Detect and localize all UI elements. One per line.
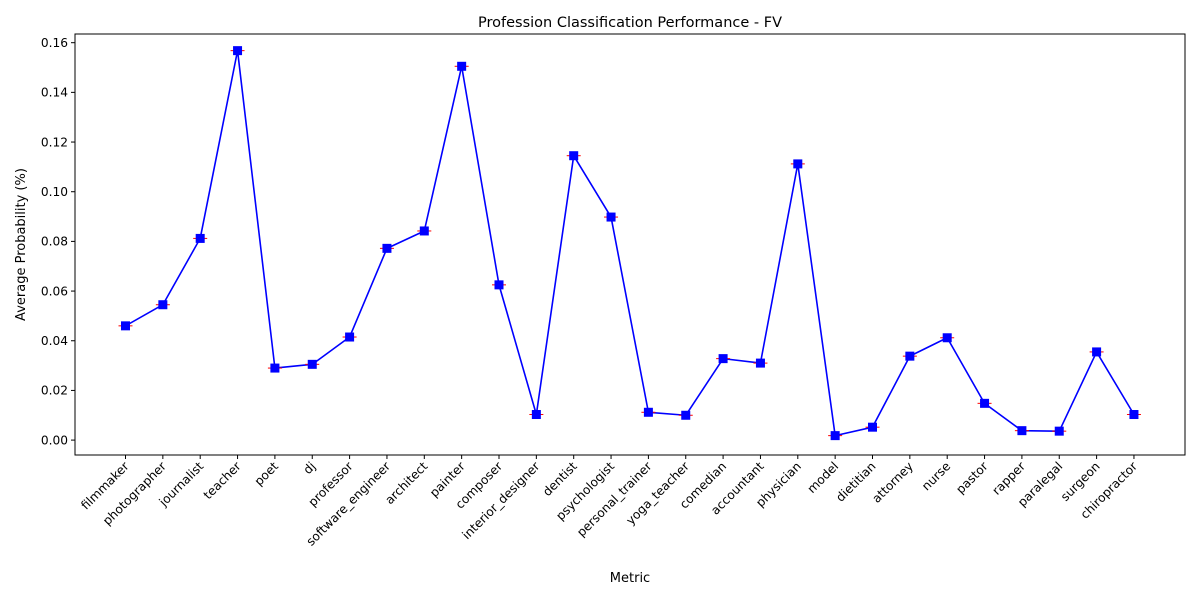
data-point xyxy=(195,233,205,243)
data-point xyxy=(121,321,130,331)
data-point xyxy=(569,151,579,161)
y-tick-label: 0.08 xyxy=(41,235,68,249)
x-tick-label: poet xyxy=(252,459,281,488)
y-tick-label: 0.16 xyxy=(41,36,68,50)
x-tick-label: teacher xyxy=(201,459,245,503)
chart-title: Profession Classification Performance - … xyxy=(478,15,782,31)
x-tick-label: dj xyxy=(301,459,319,477)
data-point xyxy=(531,410,541,420)
x-axis-label: Metric xyxy=(610,571,650,586)
data-point xyxy=(494,280,504,290)
data-point xyxy=(830,431,840,441)
data-point xyxy=(905,351,915,361)
y-tick-label: 0.06 xyxy=(41,284,68,298)
data-point xyxy=(868,422,877,432)
x-tick-label: model xyxy=(805,459,842,496)
x-tick-label: attorney xyxy=(870,459,916,505)
data-point xyxy=(419,226,429,236)
data-point xyxy=(606,212,616,222)
data-point xyxy=(1054,426,1064,436)
y-tick-label: 0.04 xyxy=(41,334,68,348)
y-tick-label: 0.14 xyxy=(41,86,68,100)
data-point xyxy=(457,61,467,71)
data-point xyxy=(307,359,317,369)
y-tick-label: 0.00 xyxy=(41,433,68,447)
x-tick-label: nurse xyxy=(919,459,953,493)
data-point xyxy=(1092,347,1102,357)
data-point xyxy=(158,300,168,310)
data-point xyxy=(345,332,355,342)
data-point xyxy=(681,410,691,420)
data-point xyxy=(793,159,803,169)
data-point xyxy=(980,398,990,408)
data-point xyxy=(1017,426,1027,436)
plot-area xyxy=(118,46,1141,441)
data-point xyxy=(942,333,952,343)
data-point xyxy=(1129,410,1139,420)
x-tick-label: photographer xyxy=(100,459,170,529)
y-tick-label: 0.10 xyxy=(41,185,68,199)
y-tick-label: 0.12 xyxy=(41,135,68,149)
data-point xyxy=(718,354,728,364)
data-point xyxy=(270,363,280,373)
data-point xyxy=(755,358,765,368)
series-line xyxy=(125,49,1135,437)
x-tick-label: pastor xyxy=(953,459,991,497)
y-axis: 0.00 0.02 0.04 0.06 0.08 0.10 0.12 0.14 0.16 xyxy=(41,36,75,447)
plot-frame xyxy=(74,33,1186,456)
y-axis-label: Average Probability (%) xyxy=(14,168,29,321)
data-point xyxy=(233,46,243,56)
data-point xyxy=(382,243,392,253)
data-point xyxy=(643,407,653,417)
y-tick-label: 0.02 xyxy=(41,384,68,398)
